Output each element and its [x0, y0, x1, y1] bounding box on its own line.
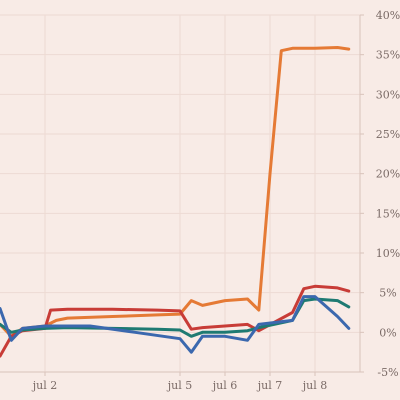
series-line-3: [0, 295, 351, 354]
y-tick-label: 35%: [376, 49, 400, 62]
y-tick-label: 20%: [376, 168, 400, 181]
x-tick-label: jul 8: [301, 379, 328, 392]
axes: [0, 14, 364, 376]
series-lines: [0, 46, 351, 358]
grid: [0, 14, 360, 373]
y-tick-label: 25%: [376, 128, 400, 141]
y-tick-label: 40%: [376, 9, 400, 22]
y-tick-label: 5%: [379, 287, 396, 300]
y-tick-label: 30%: [376, 88, 400, 101]
x-tick-label: jul 5: [166, 379, 193, 392]
x-tick-label: jul 2: [31, 379, 58, 392]
y-tick-label: 10%: [376, 247, 400, 260]
tick-labels: -5% 0% 5% 10% 15% 20% 25% 30% 35% 40% jul 2 jul 5 ju…: [31, 9, 400, 392]
x-tick-label: jul 7: [256, 379, 283, 392]
x-tick-label: jul 6: [211, 379, 238, 392]
y-tick-label: -5%: [377, 366, 398, 379]
y-tick-label: 0%: [379, 326, 396, 339]
y-tick-label: 15%: [376, 207, 400, 220]
series-line-2: [0, 297, 351, 338]
